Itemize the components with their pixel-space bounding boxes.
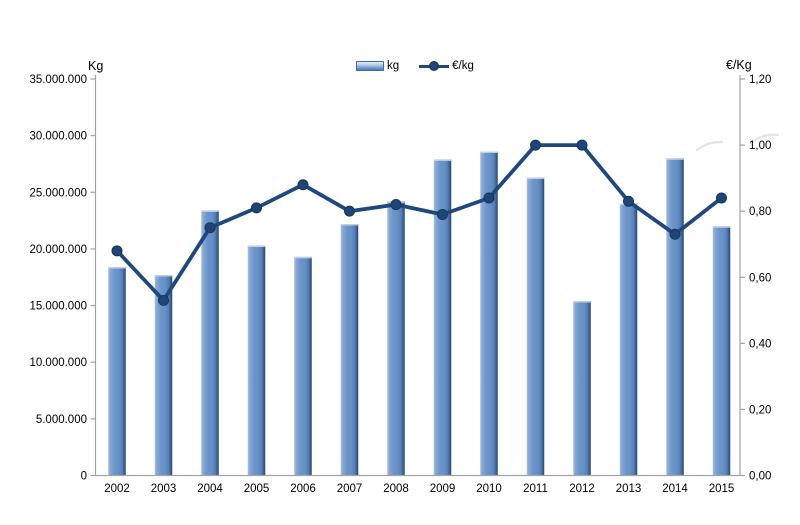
line-marker-2015 [716,192,727,204]
x-axis-label-2005: 2005 [244,483,270,495]
right-axis-tick-label: 1,00 [749,140,771,152]
x-axis-label-2015: 2015 [709,483,735,495]
bar-series-swatch-icon [356,61,384,71]
bar-2003 [154,274,173,476]
left-axis-tick-label: 15.000.000 [29,301,87,313]
right-axis-tick-label: 0,00 [749,471,771,483]
x-axis-label-2009: 2009 [430,483,456,495]
bar-top-highlight [247,245,266,248]
bar-2007 [340,224,359,476]
bar-top-highlight [294,256,312,259]
bar-top-highlight [154,274,173,277]
x-axis-label-2014: 2014 [662,483,688,495]
left-axis-tick-label: 25.000.000 [29,187,87,199]
bar-2014 [666,158,684,476]
bar-2013 [619,203,638,476]
bar-2005 [247,245,266,476]
bar-2002 [108,267,126,476]
bar-2012 [573,301,591,476]
legend: kg €/kg [356,60,474,72]
left-axis-tick-label: 35.000.000 [29,74,87,86]
faint-artifact-arc-right [749,133,780,145]
x-axis-label-2012: 2012 [569,483,595,495]
bar-top-highlight [201,210,219,212]
right-axis-tick-label: 1,20 [749,74,771,86]
legend-item-kg: kg [356,60,399,72]
bar-2015 [712,226,731,476]
left-axis-tick-label: 30.000.000 [29,131,87,143]
bar-top-highlight [666,158,684,160]
x-axis-label-2003: 2003 [151,483,177,495]
left-axis-tick-label: 20.000.000 [29,244,87,256]
x-axis-label-2007: 2007 [337,483,363,495]
bar-top-highlight [712,226,731,228]
left-axis-title: Kg [88,59,104,73]
right-axis-tick-label: 0,60 [749,272,771,284]
legend-label-eur-kg: €/kg [452,60,474,72]
line-marker-2002 [111,245,123,257]
eur-per-kg-line [115,143,724,303]
bar-top-highlight [573,301,591,303]
bar-top-highlight [433,159,452,161]
x-axis-label-2008: 2008 [383,483,409,495]
bar-2006 [294,256,312,476]
right-axis-title: €/Kg [726,58,752,72]
bar-top-highlight [480,151,498,154]
right-axis-tick-label: 0,40 [749,338,771,350]
left-axis-tick-label: 0 [81,471,87,483]
line-marker-2011 [530,139,541,151]
right-axis-tick-label: 0,80 [749,206,771,218]
line-marker-2014 [669,228,681,240]
bar-2010 [480,151,498,476]
bar-2004 [201,210,219,476]
line-marker-2010 [483,192,495,204]
line-marker-2013 [623,195,634,207]
bar-top-highlight [526,177,545,180]
line-marker-2009 [437,208,448,220]
legend-item-eur-kg: €/kg [419,60,474,72]
line-series-swatch-icon [419,61,450,71]
bar-2008 [387,201,405,476]
left-axis-tick-label: 5.000.000 [36,414,87,426]
line-swatch-marker-icon [429,61,440,71]
bar-top-highlight [340,224,359,226]
line-marker-2005 [251,202,262,214]
line-marker-2006 [297,179,309,191]
x-axis-label-2011: 2011 [523,483,548,495]
x-axis-label-2013: 2013 [616,483,642,495]
left-axis-tick-label: 10.000.000 [29,357,87,369]
bar-2009 [433,159,452,476]
line-marker-2008 [390,199,402,211]
line-marker-2004 [204,222,216,234]
bar-2011 [526,177,545,476]
bar-top-highlight [108,267,126,269]
line-marker-2012 [576,139,588,151]
line-marker-2007 [344,205,355,217]
right-axis-tick-label: 0,20 [749,404,771,416]
x-axis-label-2002: 2002 [104,483,130,495]
line-marker-2003 [158,294,169,306]
faint-artifact-arc-left [695,140,724,152]
x-axis-label-2010: 2010 [476,483,502,495]
x-axis-label-2006: 2006 [290,483,316,495]
legend-label-kg: kg [387,60,400,72]
x-axis-label-2004: 2004 [197,483,223,495]
